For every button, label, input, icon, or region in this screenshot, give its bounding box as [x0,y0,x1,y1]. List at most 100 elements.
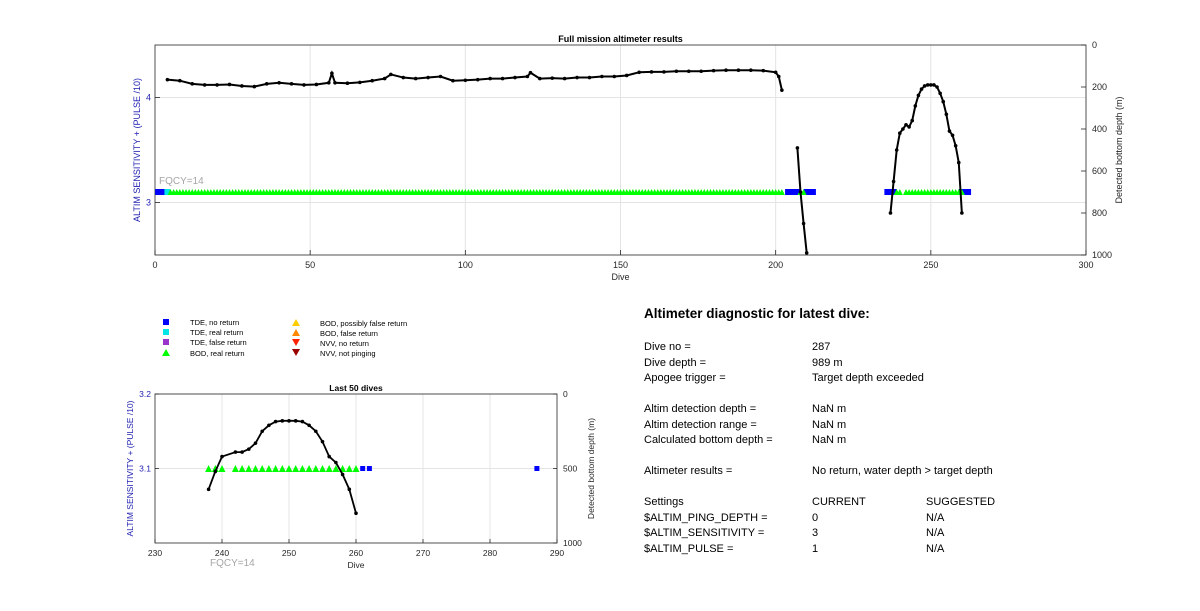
last50-bod-triangle-marker [258,465,266,472]
settings-current-header: CURRENT [812,496,866,508]
mission-bod-triangle-marker [896,189,903,195]
setting-current: 1 [812,543,819,555]
mission-bottom-depth-point [358,80,362,85]
last50-x-tick-label: 230 [148,548,162,558]
mission-y-left-axis-label: ALTIM SENSITIVITY + (PULSE /10) [132,78,142,222]
mission-tde-square-marker [803,189,810,195]
last50-x-axis-label: Dive [347,560,364,570]
mission-chart-title: Full mission altimeter results [558,34,683,44]
mission-bottom-depth-point [922,84,927,88]
mission-bottom-depth-point [382,76,387,81]
mission-bottom-depth-point [637,70,641,75]
mission-bottom-depth-point [575,75,579,80]
last50-bottom-depth-point [307,423,311,428]
mission-bottom-depth-point [724,68,728,72]
last50-x-tick-label: 270 [416,548,430,558]
mission-bottom-depth-point [538,76,542,81]
mission-x-tick-label: 50 [305,260,315,270]
diag-row-calculated-bottom-depth: Calculated bottom depth = NaN m [644,433,846,447]
mission-tde-square-marker [791,189,798,195]
last50-bottom-depth-point [300,419,305,424]
settings-suggested-header: SUGGESTED [926,496,996,508]
last50-bottom-depth-point [314,429,318,434]
last50-y-right-axis-label: Detected bottom depth (m) [586,418,596,519]
mission-bottom-depth-point [956,160,961,165]
mission-bottom-depth-point [264,82,269,86]
diag-row-dive-depth: Dive depth = 989 m [644,356,843,370]
mission-y-left-tick-label: 3 [146,198,151,208]
mission-fqcy-annotation: FQCY=14 [159,176,204,187]
mission-bottom-depth-point [289,82,294,86]
legend-square-icon [160,338,172,349]
diag-value: NaN m [812,419,847,431]
mission-bottom-depth-point [326,81,331,85]
mission-x-tick-label: 100 [458,260,473,270]
last50-bod-triangle-marker [218,465,226,472]
mission-bottom-depth-point [932,83,936,87]
marker-legend: TDE, no return TDE, real return TDE, fal… [160,318,460,368]
mission-bottom-depth-line [167,69,783,91]
last50-bottom-depth-point [320,439,325,444]
setting-suggested: N/A [926,527,945,539]
last50-chart-title: Last 50 dives [329,383,383,393]
mission-tde-square-marker [884,189,891,195]
legend-item-bod-real-return: BOD, real return [160,348,245,358]
mission-bottom-depth-point [947,129,952,133]
diag-row-altimeter-results: Altimeter results = No return, water dep… [644,464,993,478]
mission-bottom-depth-point [953,144,958,148]
diag-row-apogee-trigger: Apogee trigger = Target depth exceeded [644,371,924,385]
mission-y-left-tick-label: 4 [146,93,151,103]
legend-triangle-up-icon [290,328,302,340]
last50-bottom-depth-point [354,511,358,515]
mission-tde-square-marker [965,189,972,195]
mission-bottom-depth-point [463,78,468,83]
mission-bottom-depth-point [612,74,617,79]
mission-x-tick-label: 300 [1078,260,1093,270]
diag-value: No return, water depth > target depth [812,465,993,477]
setting-label: $ALTIM_PING_DEPTH = [644,512,768,524]
mission-bottom-depth-point [314,82,319,87]
last50-bottom-depth-point [253,441,258,445]
mission-bottom-depth-point [475,77,480,82]
mission-bottom-depth-point [413,76,418,81]
mission-bottom-depth-point [929,83,933,87]
legend-square-icon [160,318,172,329]
mission-bottom-depth-point [801,221,806,226]
mission-bottom-depth-point [389,72,393,77]
mission-bottom-depth-point [345,81,350,86]
mission-bottom-depth-point [330,71,334,76]
mission-bottom-depth-point [649,70,654,74]
legend-triangle-up-icon [290,318,302,330]
legend-item-bod-possibly-false: BOD, possibly false return [290,318,407,328]
mission-bottom-depth-point [804,251,809,255]
mission-bottom-depth-point [426,75,430,80]
mission-bottom-depth-point [780,88,784,92]
last50-bod-triangle-marker [325,465,333,472]
mission-bottom-depth-point [960,211,964,215]
settings-row-sensitivity: $ALTIM_SENSITIVITY = 3 N/A [644,526,944,540]
last50-x-tick-label: 250 [282,548,296,558]
mission-bottom-depth-point [227,82,232,87]
mission-bottom-depth-point [711,68,716,73]
legend-item-nvv-not-pinging: NVV, not pinging [290,348,376,358]
diag-value: 287 [812,341,831,353]
last50-bod-triangle-marker [285,465,293,472]
mission-tde-square-marker [155,189,162,195]
last50-y-right-tick-label: 1000 [563,538,582,548]
mission-bottom-depth-point [600,74,604,79]
mission-y-right-tick-label: 1000 [1092,250,1112,260]
legend-item-tde-real-return: TDE, real return [160,328,243,338]
mission-bottom-depth-point [898,131,902,135]
last50-bottom-depth-point [293,419,298,423]
mission-bottom-depth-point [686,69,691,74]
mission-tde-square-marker [806,189,813,195]
diag-label: Calculated bottom depth = [644,434,773,446]
last50-bod-triangle-marker [345,465,353,472]
setting-suggested: N/A [926,512,945,524]
mission-bottom-depth-point [916,93,921,98]
diag-row-altim-detection-range: Altim detection range = NaN m [644,418,846,432]
last50-bod-triangle-marker [238,465,246,472]
mission-bottom-depth-point [550,76,555,80]
mission-bottom-depth-point [736,68,741,72]
